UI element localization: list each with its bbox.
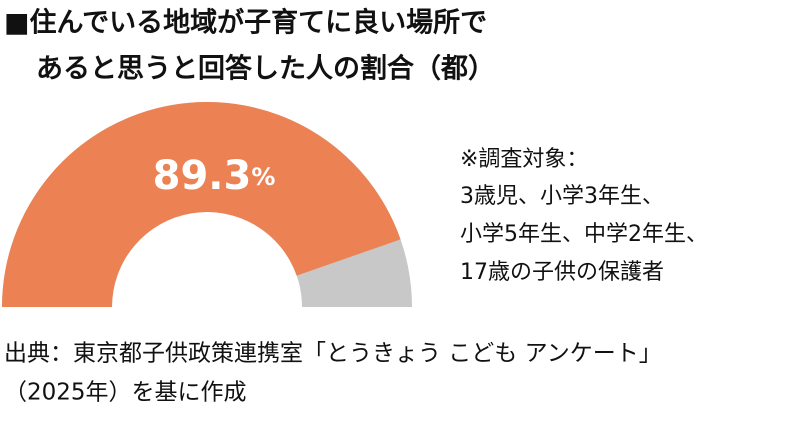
gauge (2, 101, 412, 307)
note: 3歳児、小学3年生、 (460, 184, 664, 209)
note: 小学5年生、中学2年生、 (460, 222, 708, 247)
source: 出典：東京都子供政策連携室「とうきょう こども アンケート」 (4, 341, 662, 367)
source: （2025年）を基に作成 (4, 380, 247, 406)
note: ※調査対象： (460, 147, 588, 172)
chart-title: あると思うと回答した人の割合（都） (36, 53, 495, 85)
value-unit: % (251, 163, 275, 191)
chart-title: ■住んでいる地域が子育てに良い場所で (4, 7, 487, 39)
value-label: 89.3% (153, 153, 276, 199)
value-number: 89.3 (153, 153, 252, 199)
note: 17歳の子供の保護者 (460, 260, 664, 285)
gauge-value (2, 101, 401, 307)
